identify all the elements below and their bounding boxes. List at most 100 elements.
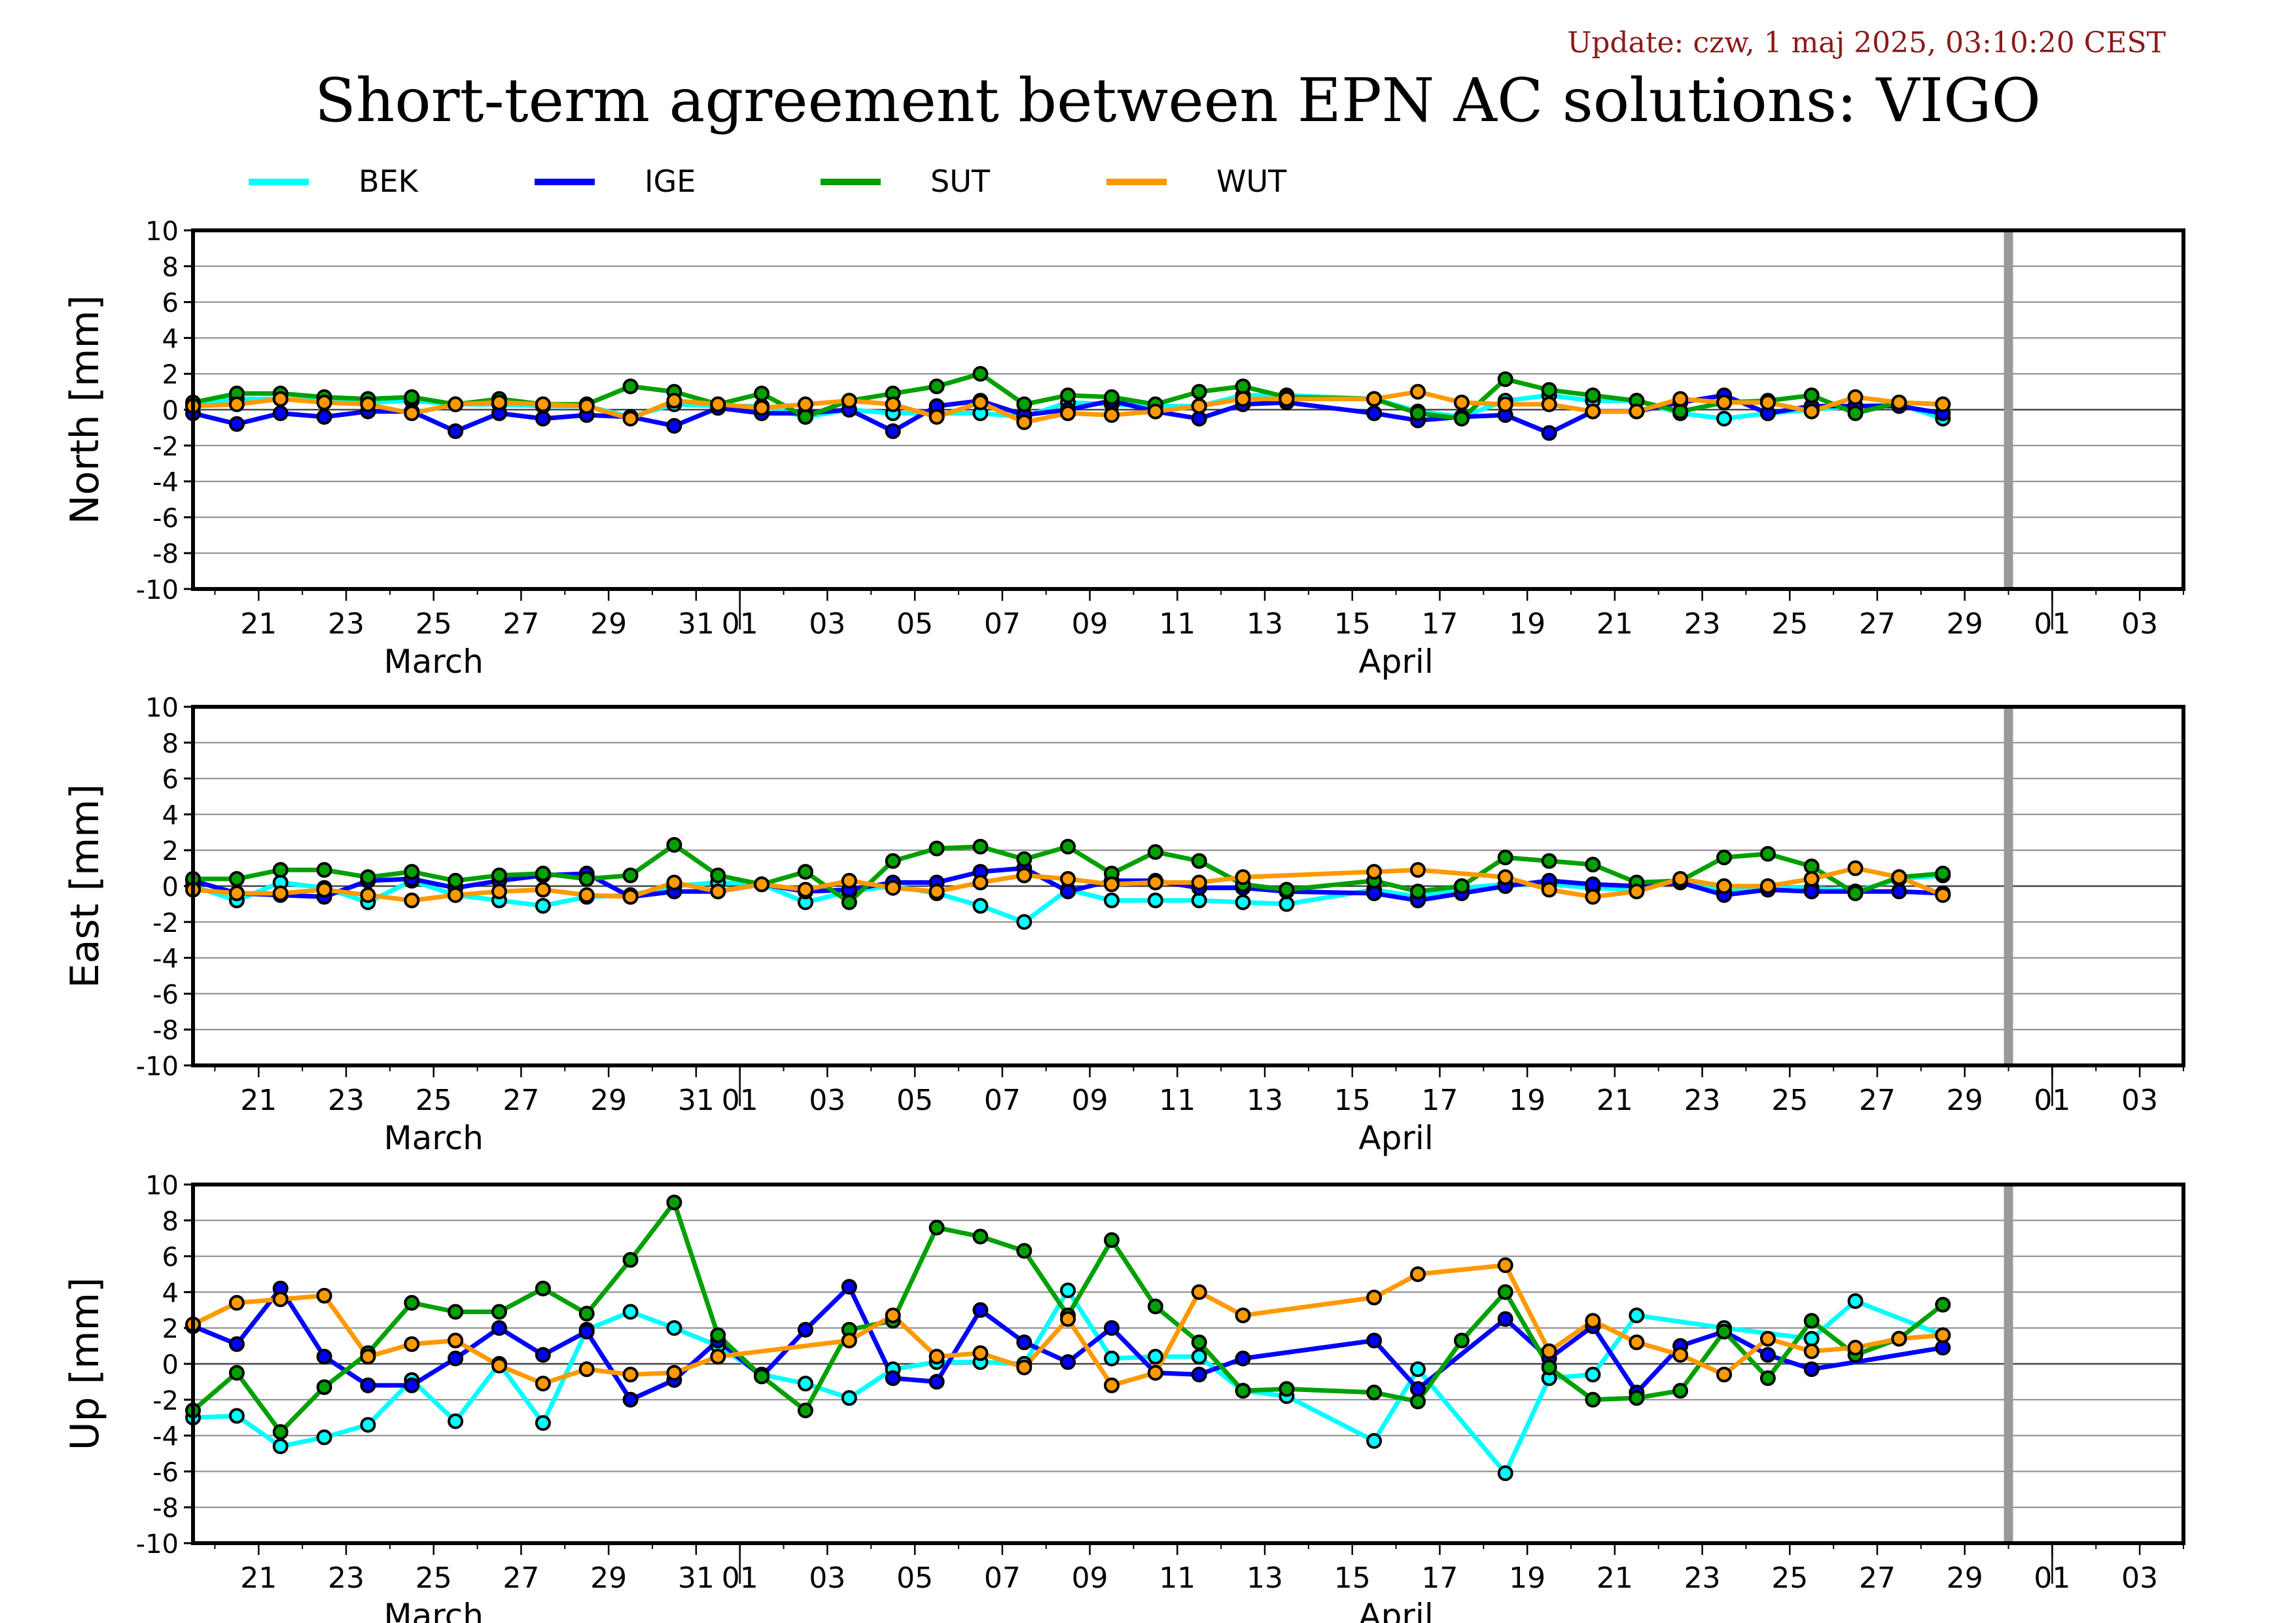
- x-tick-label: 27: [503, 1561, 539, 1595]
- data-point: [972, 366, 989, 382]
- data-point: [1585, 387, 1601, 404]
- data-point: [798, 1376, 813, 1392]
- data-point: [1235, 1350, 1251, 1366]
- data-point: [1716, 395, 1732, 410]
- data-point: [535, 410, 551, 427]
- data-point: [578, 1306, 595, 1322]
- data-point: [360, 1377, 376, 1393]
- data-point: [1716, 410, 1732, 427]
- data-point: [1410, 862, 1426, 878]
- data-point: [710, 1327, 726, 1344]
- y-axis-label: East [mm]: [62, 784, 108, 988]
- data-point: [928, 1349, 945, 1364]
- legend-item-wut: WUT: [1106, 164, 1287, 199]
- data-point: [1759, 1330, 1776, 1347]
- series-line-sut: [193, 842, 1943, 905]
- data-point: [1891, 883, 1907, 900]
- x-tick-label: 03: [809, 1561, 845, 1595]
- data-point: [1060, 871, 1076, 887]
- y-tick-label: 0: [162, 872, 179, 902]
- data-point: [798, 1402, 813, 1419]
- data-point: [1235, 1308, 1251, 1323]
- data-point: [535, 396, 551, 412]
- data-point: [1541, 1359, 1557, 1376]
- data-point: [1672, 1347, 1689, 1363]
- data-point: [1497, 849, 1513, 866]
- x-tick-label: 05: [896, 607, 933, 641]
- data-point: [491, 883, 507, 900]
- x-tick-label: 11: [1159, 1561, 1195, 1595]
- data-point: [404, 1294, 420, 1311]
- data-point: [404, 864, 420, 880]
- x-tick-label: 05: [896, 1561, 933, 1595]
- x-tick-label: 19: [1509, 1561, 1545, 1595]
- data-point: [316, 395, 332, 410]
- x-tick-label: 09: [1072, 1561, 1108, 1595]
- data-point: [1104, 1350, 1120, 1366]
- x-tick-label: 07: [984, 607, 1021, 641]
- y-tick-label: 6: [162, 289, 179, 319]
- data-point: [1672, 403, 1689, 419]
- data-point: [448, 1304, 464, 1320]
- data-point: [448, 396, 464, 412]
- y-tick-label: -8: [152, 539, 179, 569]
- data-point: [228, 416, 245, 432]
- data-point: [710, 883, 726, 900]
- x-tick-label: 11: [1159, 1084, 1195, 1117]
- month-label: March: [384, 643, 484, 681]
- data-point: [1585, 1313, 1601, 1329]
- y-tick-label: 4: [162, 1278, 179, 1308]
- data-point: [1060, 838, 1076, 855]
- legend-label: SUT: [930, 164, 991, 199]
- y-tick-label: 2: [162, 360, 179, 390]
- data-point: [1935, 1296, 1951, 1313]
- data-point: [1191, 383, 1207, 400]
- data-point: [404, 405, 420, 421]
- data-point: [1060, 1282, 1076, 1298]
- x-tick-label: 15: [1334, 607, 1371, 641]
- x-tick-label: 25: [415, 1561, 452, 1595]
- data-point: [622, 410, 639, 427]
- data-point: [448, 887, 464, 903]
- data-point: [1104, 389, 1120, 405]
- data-point: [1803, 1361, 1820, 1378]
- data-point: [1060, 405, 1076, 421]
- data-point: [228, 871, 245, 887]
- x-tick-label: 23: [328, 607, 364, 641]
- data-point: [841, 393, 857, 409]
- x-tick-label: 07: [984, 1561, 1021, 1595]
- data-point: [1410, 1266, 1426, 1282]
- data-point: [622, 378, 639, 395]
- data-point: [622, 889, 639, 905]
- data-point: [1235, 391, 1251, 407]
- data-point: [972, 1302, 989, 1318]
- data-point: [1803, 858, 1820, 874]
- data-point: [972, 395, 989, 410]
- x-tick-label: 23: [328, 1561, 364, 1595]
- data-point: [1672, 871, 1689, 887]
- legend-label: BEK: [359, 164, 419, 199]
- series-line-ige: [192, 1284, 1943, 1402]
- data-point: [798, 864, 813, 880]
- y-tick-label: 10: [145, 693, 179, 723]
- data-point: [1672, 391, 1689, 407]
- data-point: [1279, 391, 1295, 407]
- data-point: [1410, 405, 1426, 421]
- data-point: [1104, 1320, 1120, 1336]
- x-tick-label: 25: [1771, 1561, 1808, 1595]
- x-tick-label: 21: [1597, 607, 1633, 641]
- data-point: [841, 894, 857, 910]
- data-point: [1672, 1383, 1689, 1399]
- data-point: [1366, 864, 1383, 880]
- x-tick-label: 31: [678, 607, 715, 641]
- data-point: [1410, 1393, 1426, 1410]
- y-tick-label: -10: [136, 1052, 179, 1082]
- data-point: [972, 1228, 989, 1245]
- data-point: [1104, 876, 1120, 893]
- data-point: [272, 391, 289, 407]
- data-point: [798, 882, 813, 898]
- data-point: [491, 867, 507, 883]
- y-tick-label: -6: [152, 980, 179, 1010]
- data-point: [535, 1347, 551, 1363]
